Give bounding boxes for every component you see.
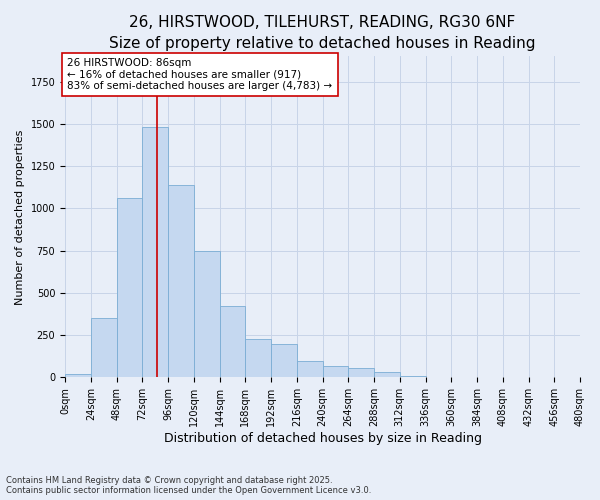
X-axis label: Distribution of detached houses by size in Reading: Distribution of detached houses by size … xyxy=(164,432,482,445)
Bar xyxy=(271,344,297,378)
Bar xyxy=(194,250,220,378)
Text: 26 HIRSTWOOD: 86sqm
← 16% of detached houses are smaller (917)
83% of semi-detac: 26 HIRSTWOOD: 86sqm ← 16% of detached ho… xyxy=(67,58,332,91)
Bar xyxy=(91,318,116,378)
Bar xyxy=(425,376,451,378)
Bar xyxy=(348,368,374,378)
Bar xyxy=(142,128,168,378)
Bar xyxy=(245,338,271,378)
Bar xyxy=(65,374,91,378)
Bar xyxy=(400,376,425,378)
Bar xyxy=(168,185,194,378)
Y-axis label: Number of detached properties: Number of detached properties xyxy=(15,129,25,304)
Bar xyxy=(220,306,245,378)
Text: Contains HM Land Registry data © Crown copyright and database right 2025.
Contai: Contains HM Land Registry data © Crown c… xyxy=(6,476,371,495)
Bar xyxy=(297,360,323,378)
Bar xyxy=(451,376,477,378)
Bar xyxy=(374,372,400,378)
Bar xyxy=(323,366,348,378)
Bar xyxy=(116,198,142,378)
Title: 26, HIRSTWOOD, TILEHURST, READING, RG30 6NF
Size of property relative to detache: 26, HIRSTWOOD, TILEHURST, READING, RG30 … xyxy=(109,15,536,51)
